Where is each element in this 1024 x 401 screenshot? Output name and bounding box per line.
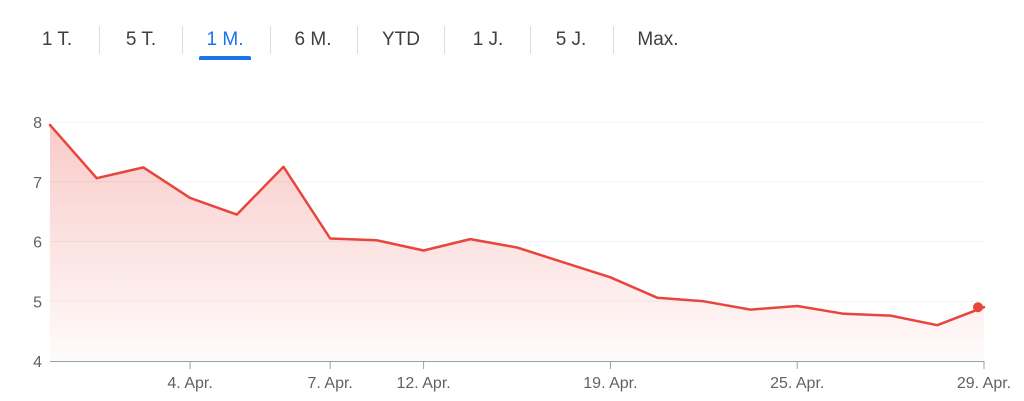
data-point <box>887 312 895 320</box>
x-tick-label: 29. Apr. <box>957 375 1011 392</box>
data-point <box>840 310 848 318</box>
data-point <box>420 246 428 254</box>
tab-separator <box>444 26 445 54</box>
tab-label: 1 T. <box>41 29 73 50</box>
tab-label: 6 M. <box>294 29 332 50</box>
data-point <box>280 163 288 171</box>
x-tick-label: 7. Apr. <box>308 375 353 392</box>
tab-separator <box>613 26 614 54</box>
x-tick-label: 12. Apr. <box>396 375 450 392</box>
data-point <box>139 163 147 171</box>
tab-label: 1 J. <box>472 29 504 50</box>
data-point <box>373 236 381 244</box>
range-tabs: 1 T. 5 T. 1 M. 6 M. YTD 1 J. 5 J. Max. <box>0 18 720 62</box>
price-line <box>48 123 986 327</box>
data-point <box>747 306 755 314</box>
data-point <box>606 273 614 281</box>
data-point <box>560 258 568 266</box>
tab-5-days[interactable]: 5 T. <box>106 18 176 62</box>
data-point <box>46 121 54 129</box>
x-tick-label: 25. Apr. <box>770 375 824 392</box>
active-tab-underline <box>199 56 251 60</box>
tab-separator <box>270 26 271 54</box>
y-tick-label: 6 <box>33 235 42 252</box>
data-point <box>186 194 194 202</box>
data-point <box>933 321 941 329</box>
data-point <box>93 174 101 182</box>
price-area <box>50 125 984 361</box>
tab-separator <box>182 26 183 54</box>
tab-separator <box>99 26 100 54</box>
y-axis: 4 5 6 7 8 <box>33 115 42 371</box>
tab-1-month[interactable]: 1 M. <box>190 18 260 62</box>
tab-separator <box>357 26 358 54</box>
tab-label: 5 T. <box>125 29 157 50</box>
last-point-marker[interactable] <box>973 302 983 313</box>
tab-5-years[interactable]: 5 J. <box>536 18 606 62</box>
x-axis: 4. Apr. 7. Apr. 12. Apr. 19. Apr. 25. Apr. 29… <box>167 361 1011 392</box>
data-point <box>326 235 334 243</box>
data-point <box>233 211 241 219</box>
tab-label: 5 J. <box>555 29 587 50</box>
tab-1-year[interactable]: 1 J. <box>453 18 523 62</box>
tab-label: Max. <box>637 29 679 50</box>
data-point <box>513 243 521 251</box>
tab-separator <box>530 26 531 54</box>
x-tick-label: 19. Apr. <box>583 375 637 392</box>
tab-6-months[interactable]: 6 M. <box>278 18 348 62</box>
y-tick-label: 4 <box>33 354 42 371</box>
tab-1-day[interactable]: 1 T. <box>22 18 92 62</box>
x-tick-label: 4. Apr. <box>167 375 212 392</box>
data-point <box>700 297 708 305</box>
y-tick-label: 5 <box>33 294 42 311</box>
y-tick-label: 8 <box>33 115 42 132</box>
tab-label: YTD <box>382 29 420 50</box>
tab-ytd[interactable]: YTD <box>366 18 436 62</box>
data-point <box>793 302 801 310</box>
data-point <box>466 235 474 243</box>
tab-label: 1 M. <box>206 29 244 50</box>
data-point <box>653 294 661 302</box>
tab-max[interactable]: Max. <box>623 18 693 62</box>
y-tick-label: 7 <box>33 175 42 192</box>
